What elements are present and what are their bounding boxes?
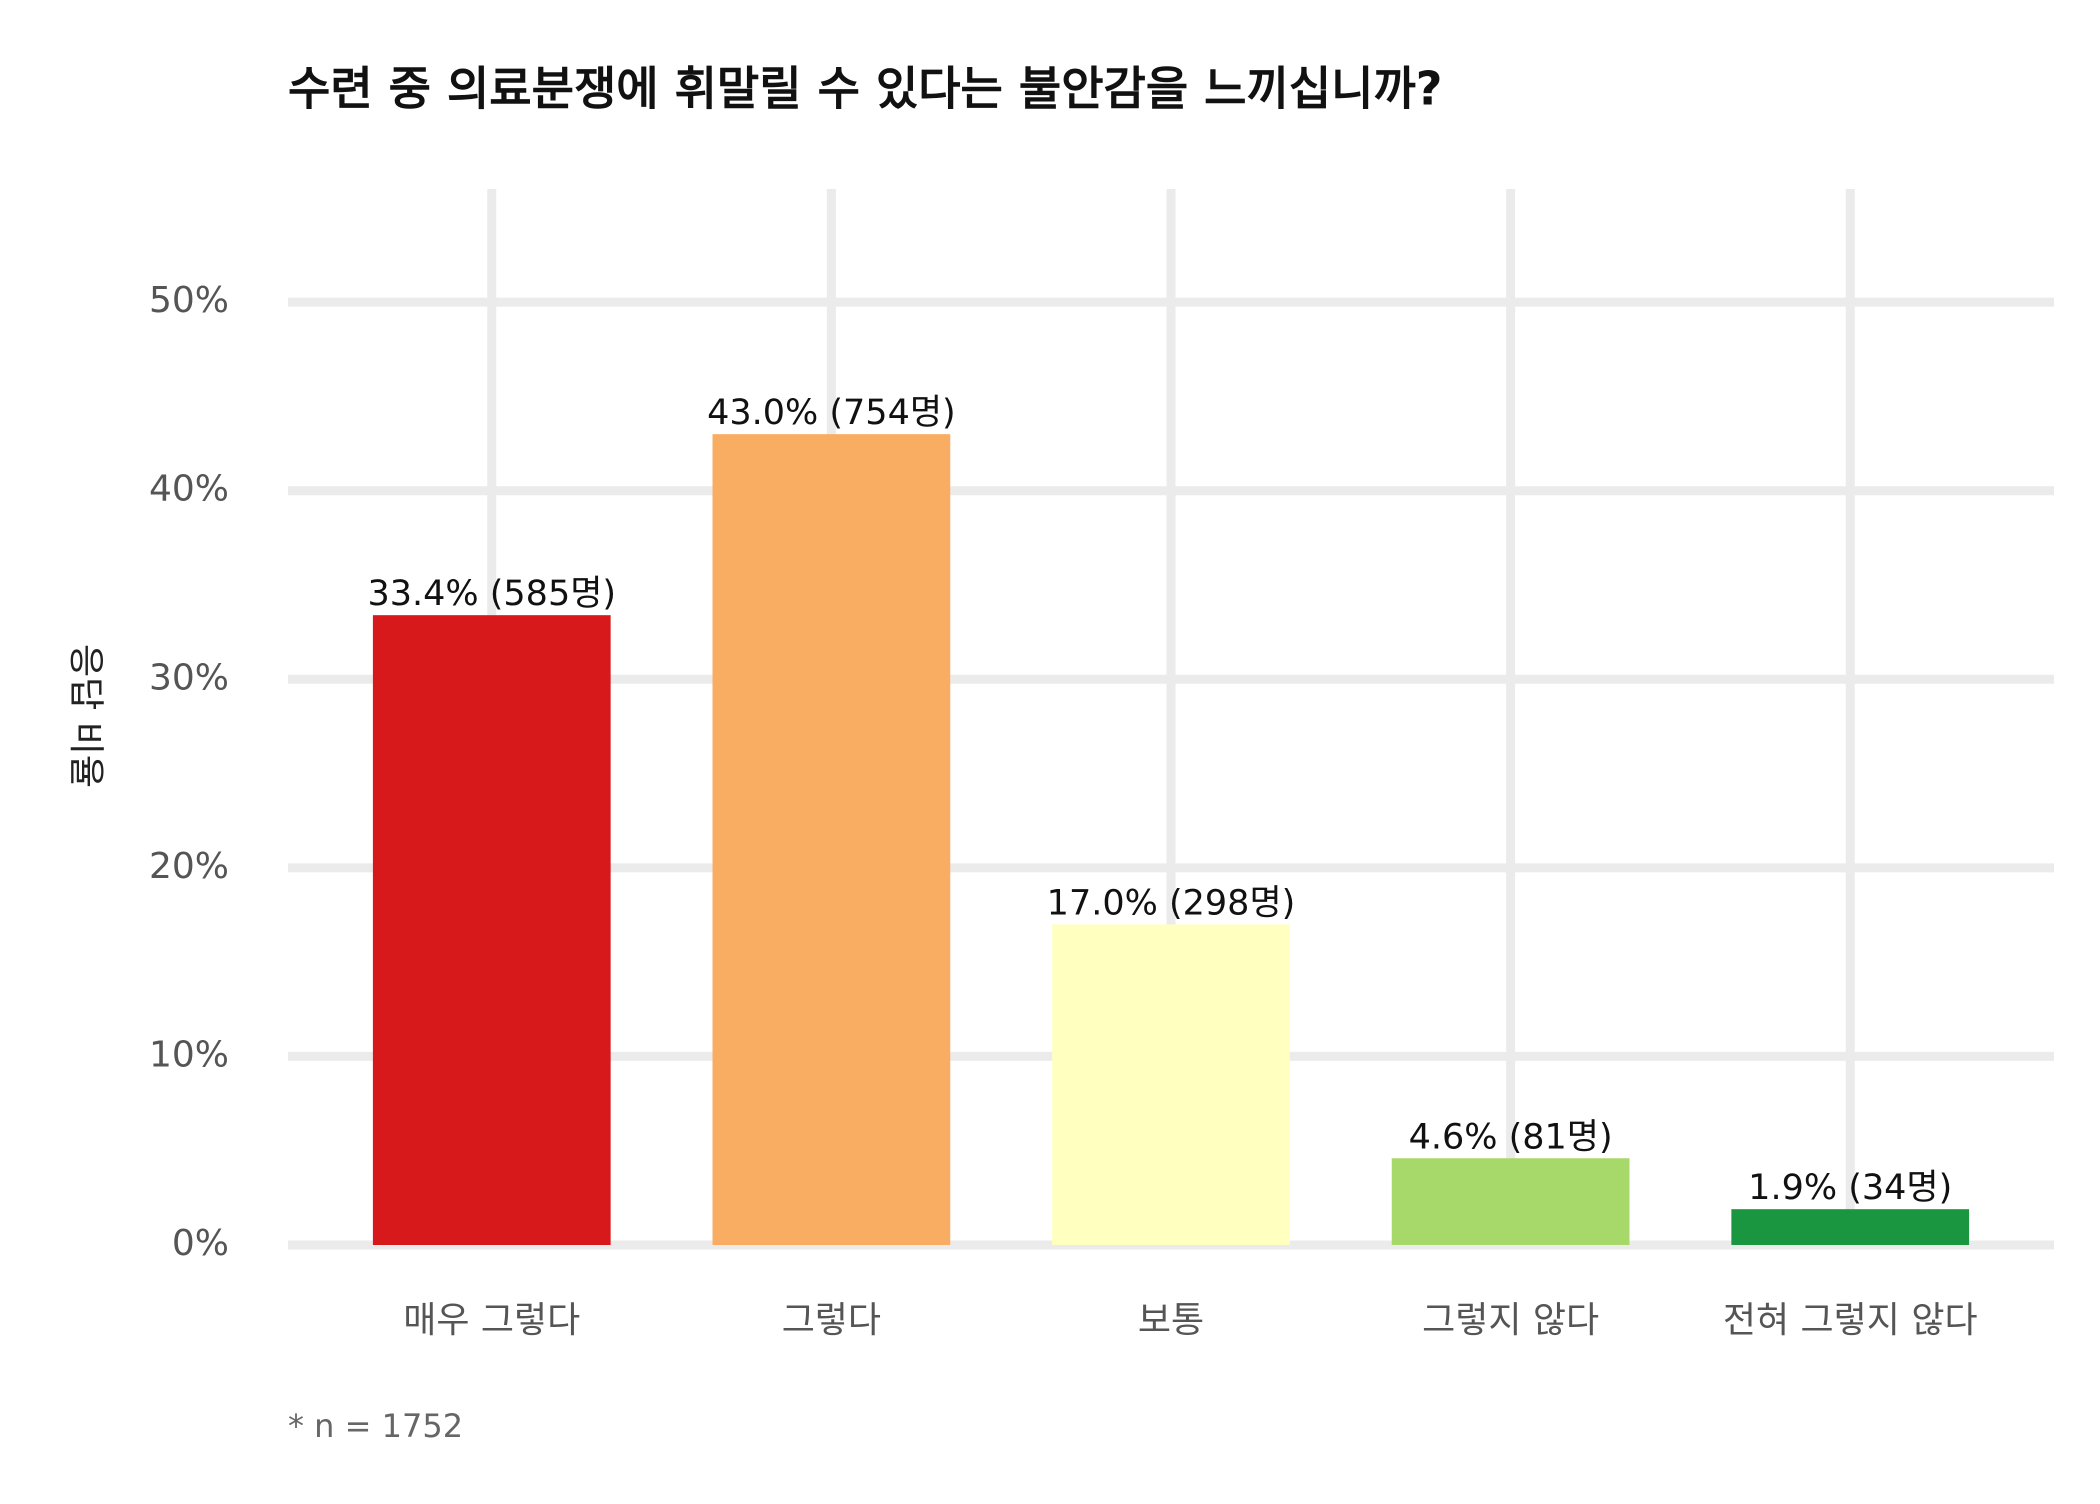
data-label: 43.0% (754명) <box>707 393 956 433</box>
y-tick-label: 20% <box>149 846 229 887</box>
footnote: * n = 1752 <box>288 1407 463 1445</box>
bar <box>1731 1209 1970 1245</box>
bar <box>372 615 611 1245</box>
data-label: 17.0% (298명) <box>1047 883 1296 923</box>
y-tick-label: 30% <box>149 657 229 698</box>
y-axis-label: 응답 비율 <box>65 644 106 788</box>
x-tick-label: 보통 <box>1138 1300 1204 1341</box>
data-label: 4.6% (81명) <box>1409 1117 1613 1157</box>
bar <box>1052 924 1290 1245</box>
bar <box>712 434 951 1246</box>
bar <box>1391 1158 1630 1245</box>
chart-title: 수련 중 의료분쟁에 휘말릴 수 있다는 불안감을 느끼십니까? <box>288 62 1442 116</box>
y-tick-label: 40% <box>149 469 229 510</box>
data-label: 1.9% (34명) <box>1748 1168 1952 1208</box>
y-tick-label: 10% <box>149 1034 229 1075</box>
x-tick-label: 전혀 그렇지 않다 <box>1723 1300 1978 1341</box>
y-tick-label: 0% <box>172 1223 229 1264</box>
x-tick-label: 그렇지 않다 <box>1422 1300 1599 1341</box>
data-label: 33.4% (585명) <box>367 574 616 614</box>
x-tick-label: 그렇다 <box>782 1300 881 1341</box>
x-tick-label: 매우 그렇다 <box>403 1300 580 1341</box>
y-tick-label: 50% <box>149 280 229 321</box>
